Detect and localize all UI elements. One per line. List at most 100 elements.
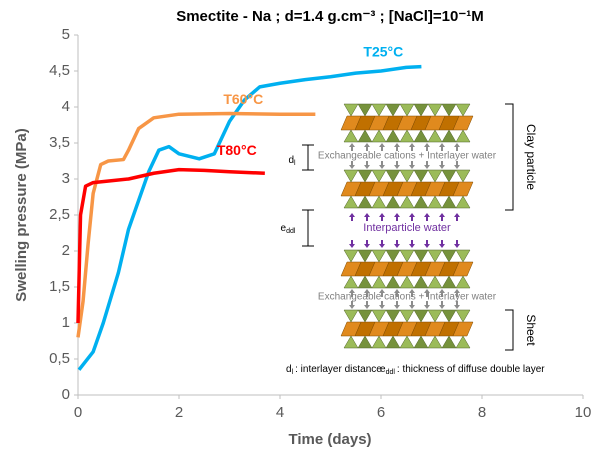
- x-tick-label: 6: [377, 404, 385, 421]
- tetrahedron: [399, 249, 415, 263]
- tetrahedron: [371, 103, 387, 117]
- tetrahedron: [441, 309, 457, 323]
- tetrahedron: [343, 309, 359, 323]
- arrow: [364, 301, 370, 309]
- tetrahedron: [413, 195, 429, 209]
- tetrahedron: [427, 275, 443, 289]
- arrow: [424, 289, 430, 297]
- tetrahedron: [385, 103, 401, 117]
- tetrahedron: [455, 275, 471, 289]
- tetrahedron: [371, 335, 387, 349]
- tetrahedron: [455, 129, 471, 143]
- octahedron: [452, 115, 474, 131]
- tetrahedron: [427, 195, 443, 209]
- arrow: [364, 213, 370, 221]
- tetrahedron: [441, 169, 457, 183]
- y-tick-label: 3,5: [49, 134, 70, 151]
- arrow: [424, 301, 430, 309]
- arrow: [364, 161, 370, 169]
- tetrahedron: [413, 129, 429, 143]
- symbol-sub: ddl: [386, 369, 396, 376]
- y-tick-label: 2: [62, 242, 70, 259]
- bracket: [505, 309, 514, 351]
- arrow: [424, 240, 430, 248]
- tetrahedron: [343, 129, 359, 143]
- arrow: [454, 289, 460, 297]
- tetrahedron: [343, 103, 359, 117]
- arrow: [409, 301, 415, 309]
- arrow: [454, 240, 460, 248]
- tetrahedron: [427, 103, 443, 117]
- tetrahedron: [357, 275, 373, 289]
- symbol-sub: l: [292, 369, 294, 376]
- tetrahedron: [399, 169, 415, 183]
- key-text: : interlayer distance: [295, 364, 382, 375]
- tetrahedron: [455, 309, 471, 323]
- tetrahedron: [399, 195, 415, 209]
- arrow: [409, 143, 415, 151]
- y-tick-label: 0: [62, 386, 70, 403]
- tetrahedron: [385, 129, 401, 143]
- interlayer-label: Exchangeable cations + Interlayer water: [318, 292, 497, 303]
- tetrahedron: [413, 249, 429, 263]
- arrow: [439, 240, 445, 248]
- tetrahedron: [399, 129, 415, 143]
- symbol-main: e: [380, 364, 386, 375]
- arrow: [424, 161, 430, 169]
- tetrahedron: [385, 275, 401, 289]
- dim-symbol: eddl: [281, 223, 296, 235]
- arrow: [349, 213, 355, 221]
- tetrahedron: [371, 169, 387, 183]
- y-tick-label: 4,5: [49, 62, 70, 79]
- x-tick-label: 2: [175, 404, 183, 421]
- tetrahedron: [441, 335, 457, 349]
- arrow: [454, 301, 460, 309]
- arrow: [349, 240, 355, 248]
- sheet-label: Sheet: [524, 314, 538, 346]
- tetrahedron: [413, 275, 429, 289]
- tetrahedron: [399, 335, 415, 349]
- key-entry: dl: interlayer distance: [286, 364, 382, 376]
- tetrahedron: [427, 129, 443, 143]
- tetrahedron: [455, 103, 471, 117]
- tetrahedron: [385, 169, 401, 183]
- tetrahedron: [385, 335, 401, 349]
- arrow: [439, 143, 445, 151]
- arrow: [394, 213, 400, 221]
- arrow: [409, 161, 415, 169]
- arrow: [439, 289, 445, 297]
- symbol-main: e: [281, 223, 287, 234]
- arrow: [409, 240, 415, 248]
- arrow: [364, 289, 370, 297]
- structure-diagram: Exchangeable cations + Interlayer water I…: [281, 103, 545, 376]
- arrow: [364, 143, 370, 151]
- arrow: [454, 161, 460, 169]
- tetrahedron: [357, 129, 373, 143]
- arrow: [349, 301, 355, 309]
- tetrahedron: [441, 249, 457, 263]
- octahedron: [452, 321, 474, 337]
- tetrahedron: [343, 195, 359, 209]
- arrow: [439, 301, 445, 309]
- tetrahedron: [399, 103, 415, 117]
- tetrahedron: [343, 249, 359, 263]
- x-axis-label: Time (days): [288, 431, 371, 448]
- x-tick-label: 10: [575, 404, 592, 421]
- series-line: [77, 64, 422, 371]
- key-entry: eddl: thickness of diffuse double layer: [380, 364, 545, 376]
- series-label: T80°C: [217, 142, 257, 158]
- bracket: [505, 103, 514, 211]
- arrow: [409, 289, 415, 297]
- tetrahedron: [427, 249, 443, 263]
- tetrahedron: [385, 249, 401, 263]
- y-tick-label: 1: [62, 314, 70, 331]
- arrow: [379, 289, 385, 297]
- series-label: T25°C: [363, 43, 403, 59]
- tetrahedron: [343, 169, 359, 183]
- tetrahedron: [441, 129, 457, 143]
- symbol-sub: l: [294, 160, 296, 167]
- y-tick-label: 5: [62, 26, 70, 43]
- tetrahedron: [413, 169, 429, 183]
- tetrahedron: [399, 309, 415, 323]
